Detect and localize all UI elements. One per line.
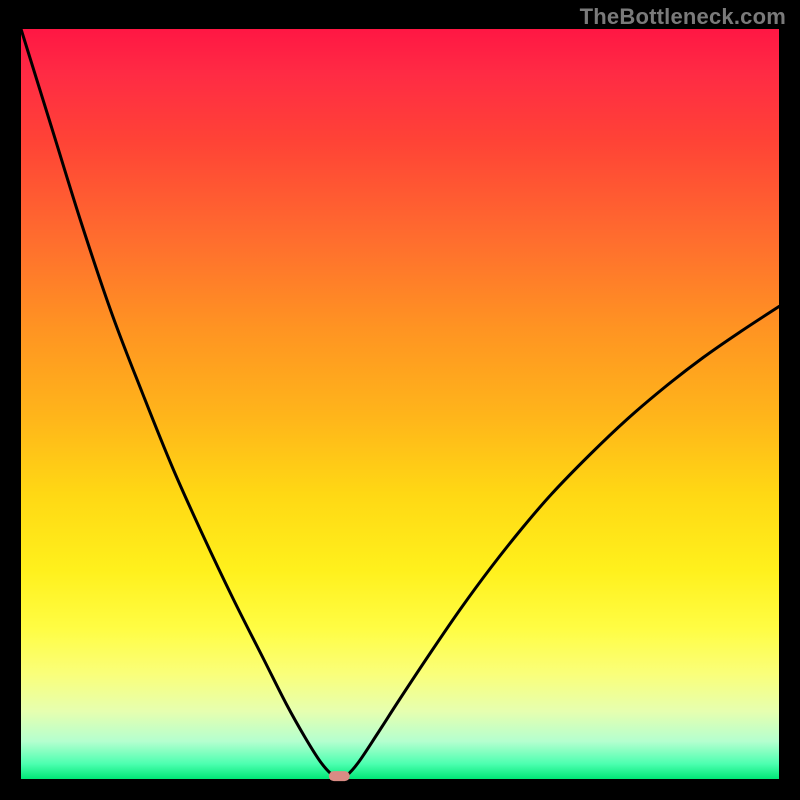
optimum-marker: [329, 771, 349, 781]
plot-area: [21, 29, 779, 779]
curve-svg: [21, 29, 779, 779]
watermark-text: TheBottleneck.com: [580, 4, 786, 30]
chart-frame: TheBottleneck.com: [0, 0, 800, 800]
bottleneck-curve: [21, 29, 779, 778]
